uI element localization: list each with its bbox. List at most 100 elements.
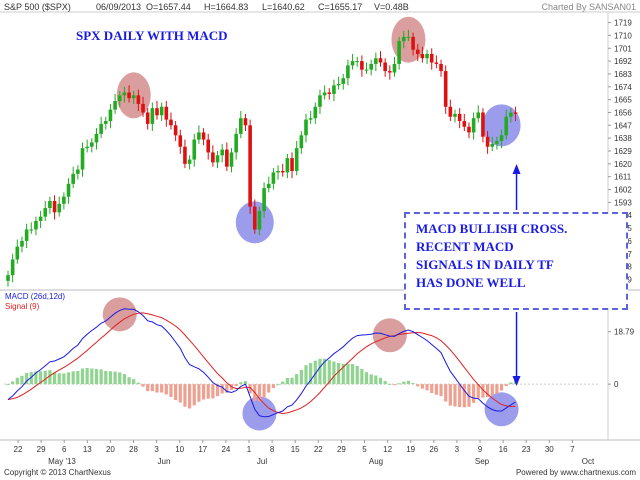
histogram-bar <box>257 384 262 402</box>
annotation-line-4: HAS DONE WELL <box>416 275 526 290</box>
price-y-tick-label: 1656 <box>614 108 632 117</box>
histogram-bar <box>490 384 494 396</box>
candle-body <box>383 62 387 72</box>
x-tick-label: 9 <box>478 445 483 454</box>
histogram-bar <box>458 384 462 408</box>
candle-body <box>388 71 392 73</box>
histogram-bar <box>383 381 387 385</box>
histogram-bar <box>499 384 504 391</box>
price-y-tick-label: 1620 <box>614 160 632 169</box>
candle-body <box>499 135 504 142</box>
powered-by-text: Powered by www.chartnexus.com <box>515 468 636 477</box>
x-tick-label: 1 <box>247 445 252 454</box>
candle-body <box>420 53 425 59</box>
histogram-bar <box>169 384 173 397</box>
histogram-bar <box>174 384 178 401</box>
candle-body <box>266 183 271 189</box>
candle-body <box>243 118 248 126</box>
candle-body <box>271 172 276 184</box>
histogram-bar <box>118 372 122 385</box>
candle-body <box>48 200 52 209</box>
price-y-tick-label: 1611 <box>614 173 632 182</box>
candle-body <box>150 108 155 124</box>
histogram-bar <box>495 384 499 394</box>
histogram-bar <box>285 378 289 385</box>
candle-body <box>439 63 443 72</box>
candle-body <box>10 259 15 276</box>
candle-body <box>215 155 220 163</box>
candle-body <box>62 196 66 204</box>
x-tick-label: 13 <box>83 445 92 454</box>
candle-body <box>183 146 187 164</box>
histogram-bar <box>434 384 438 395</box>
macd-cross-circle <box>484 392 519 427</box>
histogram-bar <box>15 377 19 385</box>
high-label: H=1664.83 <box>204 2 249 12</box>
candle-body <box>397 41 401 64</box>
histogram-bar <box>309 362 313 385</box>
histogram-bar <box>155 384 159 393</box>
x-tick-label: 22 <box>314 445 323 454</box>
candle-body <box>38 216 43 221</box>
histogram-bar <box>243 381 248 385</box>
histogram-bar <box>225 384 229 393</box>
histogram-bar <box>90 368 94 385</box>
candle-body <box>239 118 243 134</box>
x-tick-label: 12 <box>383 445 392 454</box>
chart-title: SPX DAILY WITH MACD <box>76 28 228 43</box>
candle-body <box>76 169 80 174</box>
x-tick-label: 19 <box>406 445 415 454</box>
candle-body <box>192 139 197 160</box>
x-tick-label: 26 <box>429 445 438 454</box>
histogram-bar <box>99 369 103 385</box>
candle-body <box>141 103 145 113</box>
candle-body <box>197 132 201 140</box>
histogram-bar <box>108 371 113 385</box>
candle-body <box>369 63 373 70</box>
candle-body <box>346 65 350 79</box>
histogram-bar <box>420 384 425 389</box>
candle-body <box>509 112 513 117</box>
x-tick-label: 16 <box>499 445 508 454</box>
histogram-bar <box>136 382 140 385</box>
price-y-tick-label: 1674 <box>614 83 632 92</box>
candle-body <box>169 119 173 126</box>
month-label: Oct <box>582 457 595 466</box>
histogram-bar <box>476 384 480 399</box>
histogram-bar <box>327 360 331 385</box>
candle-body <box>290 158 294 171</box>
volume-label: V=0.48B <box>374 2 409 12</box>
x-tick-label: 22 <box>14 445 23 454</box>
candle-body <box>136 95 141 104</box>
candle-body <box>364 69 369 71</box>
histogram-bar <box>336 362 341 385</box>
candle-body <box>304 119 308 136</box>
candle-body <box>34 220 38 230</box>
histogram-bar <box>271 384 276 389</box>
histogram-bar <box>430 384 434 394</box>
candle-body <box>341 78 346 84</box>
histogram-bar <box>290 377 294 385</box>
histogram-bar <box>52 372 57 385</box>
candle-body <box>360 61 364 70</box>
candle-body <box>429 53 434 63</box>
histogram-bar <box>439 384 443 397</box>
candle-body <box>262 188 266 211</box>
candle-body <box>276 170 280 173</box>
histogram-bar <box>281 381 285 385</box>
histogram-bar <box>346 363 350 385</box>
histogram-bar <box>71 371 75 385</box>
candle-body <box>187 159 192 164</box>
histogram-bar <box>211 384 215 399</box>
histogram-bar <box>406 380 411 385</box>
histogram-bar <box>206 384 210 399</box>
histogram-bar <box>141 384 145 387</box>
histogram-bar <box>364 372 369 385</box>
candle-body <box>443 71 448 107</box>
x-tick-label: 15 <box>291 445 300 454</box>
low-label: L=1640.62 <box>262 2 305 12</box>
histogram-bar <box>25 372 29 385</box>
histogram-bar <box>392 384 397 386</box>
histogram-bar <box>62 373 66 385</box>
histogram-bar <box>104 371 108 385</box>
